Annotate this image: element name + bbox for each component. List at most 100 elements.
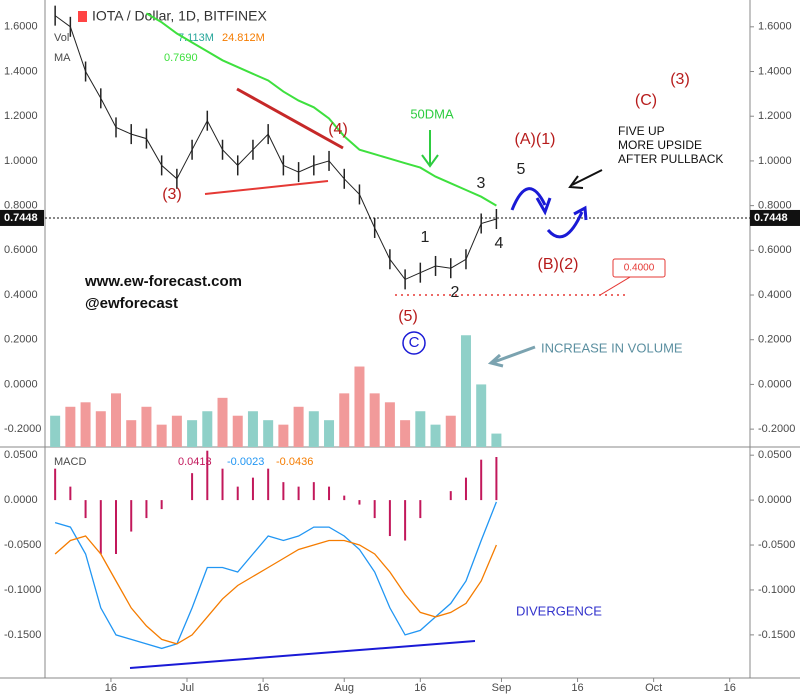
x-tick-label: Oct (645, 682, 662, 694)
volume-bar (476, 384, 487, 447)
y-tick-label: 1.4000 (758, 65, 792, 77)
volume-bar (171, 415, 182, 447)
volume-bar (293, 406, 304, 447)
volume-bar (95, 411, 106, 447)
volume-bar (460, 335, 471, 447)
x-tick-label: Aug (334, 682, 354, 694)
annotation: (3) (162, 186, 182, 203)
macd-line (54, 501, 498, 650)
legend-value: 24.812M (222, 32, 265, 44)
volume-bar (415, 411, 426, 447)
y-tick-label: 1.0000 (758, 155, 792, 167)
legend-label: Vol (54, 32, 69, 44)
annotation: (4) (328, 121, 348, 138)
y-tick-label: -0.0500 (758, 539, 795, 551)
y-tick-label: 0.6000 (758, 244, 792, 256)
y-tick-label: 0.0500 (758, 449, 792, 461)
annotation: 1 (421, 229, 430, 246)
volume-bar (141, 406, 152, 447)
volume-bar (202, 411, 213, 447)
moving-average (145, 12, 497, 207)
symbol-icon (78, 11, 87, 22)
annotation: MORE UPSIDE (618, 138, 702, 152)
x-tick-label: Jul (180, 682, 194, 694)
annotation: 3 (477, 175, 486, 192)
price-tag (750, 209, 800, 226)
level-pointer (599, 276, 631, 296)
volume-bar (65, 406, 76, 447)
volume-bar (187, 420, 198, 447)
level-box (612, 258, 666, 278)
y-tick-label: -0.1000 (4, 584, 41, 596)
volume-bar (278, 424, 289, 447)
y-tick-label: -0.1000 (758, 584, 795, 596)
arrow (546, 205, 588, 239)
y-tick-label: 0.8000 (4, 200, 38, 212)
level-label: 0.4000 (624, 263, 655, 274)
annotation: (B)(2) (538, 256, 579, 273)
price-tag-label: 0.7448 (754, 212, 788, 224)
volume-bar (400, 420, 411, 447)
volume-bar (339, 393, 350, 447)
x-tick-label: 16 (105, 682, 117, 694)
legend-label: MA (54, 52, 71, 64)
y-tick-label: -0.0500 (4, 539, 41, 551)
y-tick-label: 0.2000 (758, 334, 792, 346)
chart-title: IOTA / Dollar, 1D, BITFINEX (92, 8, 267, 24)
y-tick-label: 1.2000 (758, 110, 792, 122)
y-tick-label: -0.2000 (758, 423, 795, 435)
macd-line (54, 535, 497, 645)
arrow (487, 345, 536, 368)
annotation: (3) (670, 71, 690, 88)
y-tick-label: 1.4000 (4, 65, 38, 77)
trend-line (236, 87, 344, 150)
volume-bar (217, 397, 228, 447)
y-tick-label: -0.2000 (4, 423, 41, 435)
y-tick-label: -0.1500 (758, 629, 795, 641)
arrow (510, 187, 552, 216)
annotation: AFTER PULLBACK (618, 152, 723, 166)
price-line (54, 15, 497, 281)
annotation: 4 (495, 235, 504, 252)
trend-line (129, 640, 476, 669)
legend-value: -0.0436 (276, 456, 313, 468)
x-tick-label: Sep (492, 682, 512, 694)
y-tick-label: 0.0000 (758, 378, 792, 390)
y-tick-label: 1.0000 (4, 155, 38, 167)
price-tag-label: 0.7448 (4, 212, 38, 224)
volume-bar (491, 433, 502, 447)
annotation: C (409, 334, 420, 351)
annotation: INCREASE IN VOLUME (541, 340, 683, 355)
y-tick-label: 0.0000 (4, 378, 38, 390)
arrow (568, 169, 603, 189)
volume-bar (156, 424, 167, 447)
volume-bar (50, 415, 61, 447)
volume-bar (430, 424, 441, 447)
volume-bar (354, 366, 365, 447)
drawings (129, 87, 603, 669)
y-tick-label: 0.2000 (4, 334, 38, 346)
y-tick-label: 0.4000 (4, 289, 38, 301)
macd-title: MACD (54, 456, 86, 468)
annotation: FIVE UP (618, 124, 665, 138)
annotation: 5 (517, 161, 526, 178)
y-tick-label: 0.4000 (758, 289, 792, 301)
annotation: 2 (451, 284, 460, 301)
arrow (421, 130, 439, 168)
y-tick-label: 0.6000 (4, 244, 38, 256)
volume-bar (369, 393, 380, 447)
legend-value: 7.113M (178, 32, 214, 44)
annotation: 50DMA (410, 106, 454, 121)
volume-bar (80, 402, 91, 447)
annotation: DIVERGENCE (516, 603, 602, 618)
annotation: @ewforecast (85, 295, 178, 312)
volume-bar (126, 420, 137, 447)
annotation: (C) (635, 92, 657, 109)
volume-bar (445, 415, 456, 447)
volume-bar (247, 411, 258, 447)
volume-bar (111, 393, 122, 447)
legend-value: 0.0413 (178, 456, 212, 468)
volume-bar (308, 411, 319, 447)
